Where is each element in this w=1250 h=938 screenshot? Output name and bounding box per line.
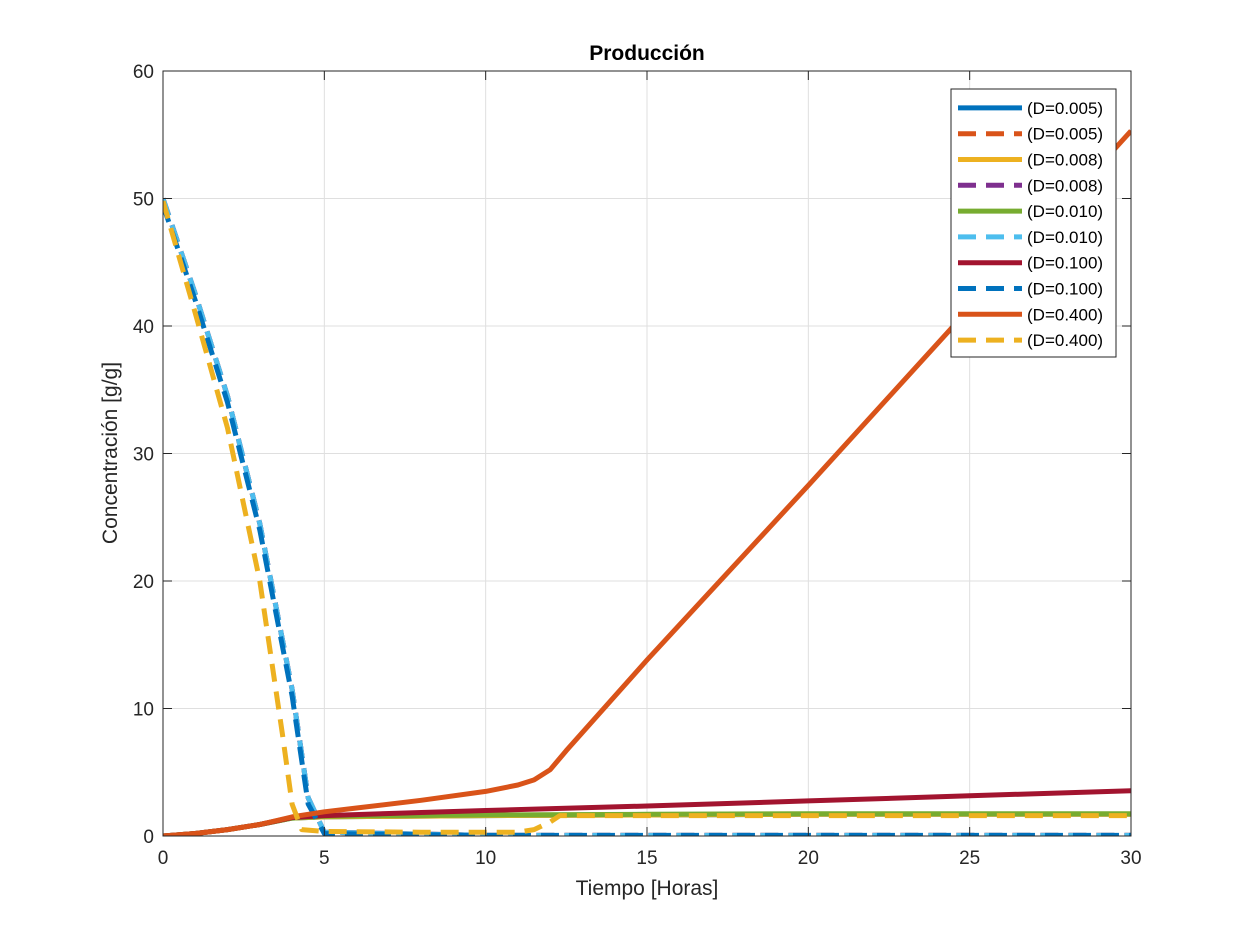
y-tick-label: 0 (143, 827, 154, 848)
x-tick-label: 20 (798, 848, 819, 869)
legend-label: (D=0.008) (1027, 176, 1103, 195)
y-tick-label: 60 (133, 62, 154, 83)
series-layer (163, 129, 1131, 836)
x-tick-label: 30 (1120, 848, 1141, 869)
series-line-8 (163, 204, 1131, 836)
series-line-9 (163, 129, 1131, 836)
y-tick-label: 30 (133, 445, 154, 466)
x-axis-title: Tiempo [Horas] (576, 877, 719, 900)
chart-title: Producción (589, 42, 705, 65)
x-tick-label: 10 (475, 848, 496, 869)
x-tick-label: 0 (158, 848, 169, 869)
legend: (D=0.005) (D=0.005) (D=0.008) (D=0.008) (D=0… (950, 88, 1117, 358)
y-tick-label: 40 (133, 317, 154, 338)
legend-label: (D=0.010) (1027, 202, 1103, 221)
x-tick-label: 25 (959, 848, 980, 869)
legend-label: (D=0.008) (1027, 151, 1103, 170)
x-tick-label: 5 (319, 848, 330, 869)
y-tick-label: 50 (133, 190, 154, 211)
series-group (163, 129, 1131, 836)
y-tick-label: 20 (133, 572, 154, 593)
y-tick-label: 10 (133, 700, 154, 721)
x-tick-label: 15 (636, 848, 657, 869)
ticks: 0 5 10 15 20 25 30 0 10 20 30 40 50 60 (133, 62, 1142, 869)
legend-label: (D=0.100) (1027, 280, 1103, 299)
legend-label: (D=0.005) (1027, 125, 1103, 144)
legend-label: (D=0.010) (1027, 228, 1103, 247)
legend-label: (D=0.005) (1027, 99, 1103, 118)
legend-label: (D=0.400) (1027, 331, 1103, 350)
legend-label: (D=0.100) (1027, 254, 1103, 273)
series-line-10 (163, 200, 1131, 835)
legend-label: (D=0.400) (1027, 305, 1103, 324)
y-axis-title: Concentración [g/g] (99, 362, 122, 544)
